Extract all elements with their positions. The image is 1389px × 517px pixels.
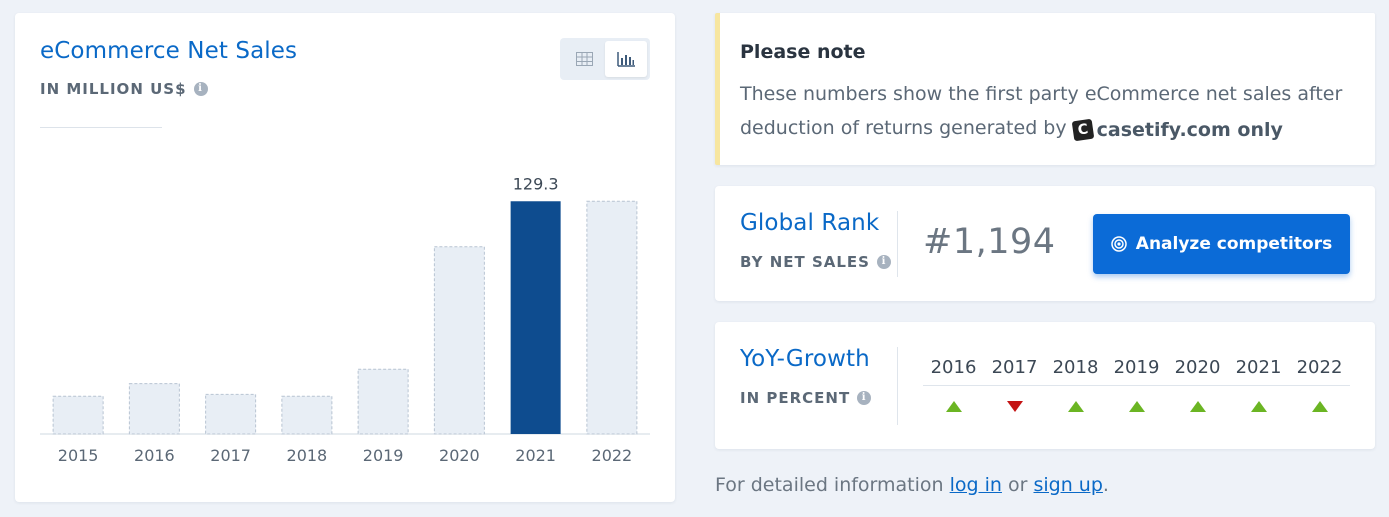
x-tick-label-2022: 2022	[592, 446, 633, 465]
triangle-up-icon	[1067, 400, 1084, 412]
bar-2021[interactable]	[510, 201, 561, 434]
x-tick-label-2015: 2015	[58, 446, 99, 465]
growth-cell-2017	[984, 400, 1045, 412]
footer-text: For detailed information log in or sign …	[715, 474, 1109, 496]
note-brand: C casetify.com only	[1071, 113, 1283, 147]
net-sales-chart: 2015 2016 2017 2018 2019 2020 2021 129.3 2022	[40, 174, 650, 465]
triangle-up-icon	[1128, 400, 1145, 412]
growth-title: YoY-Growth	[740, 346, 870, 372]
casetify-logo-icon: C	[1071, 118, 1094, 142]
bar-2016[interactable]	[128, 383, 180, 435]
growth-arrows-row	[923, 386, 1350, 426]
rank-title: Global Rank	[740, 210, 880, 236]
growth-cell-2020	[1167, 400, 1228, 412]
note-card: Please note These numbers show the first…	[715, 13, 1375, 165]
chart-title: eCommerce Net Sales	[40, 38, 298, 64]
view-toggle	[560, 38, 650, 80]
info-icon[interactable]: i	[193, 82, 208, 96]
analyze-competitors-button[interactable]: Analyze competitors	[1093, 214, 1350, 274]
rank-subtitle-text: BY NET SALES	[740, 253, 870, 271]
signup-link[interactable]: sign up	[1033, 474, 1103, 496]
bar-chart-icon	[617, 51, 635, 67]
growth-cell-2022	[1289, 400, 1350, 412]
x-tick-label-2020: 2020	[439, 446, 480, 465]
data-label-2021: 129.3	[513, 174, 559, 193]
x-tick-label-2019: 2019	[363, 446, 404, 465]
chart-subtitle: IN MILLION US$ i	[40, 80, 208, 98]
bar-2017[interactable]	[205, 393, 257, 435]
growth-year-2019: 2019	[1113, 357, 1160, 378]
note-body: These numbers show the first party eComm…	[740, 77, 1350, 147]
x-tick-label-2021: 2021	[515, 446, 556, 465]
footer-prefix: For detailed information	[715, 474, 944, 496]
rank-value: #1,194	[923, 222, 1056, 262]
growth-subtitle-text: IN PERCENT	[740, 389, 851, 407]
net-sales-card: 2015 2016 2017 2018 2019 2020 2021 129.3 2022 eC…	[15, 13, 675, 502]
info-icon[interactable]: i	[857, 391, 872, 405]
growth-cell-2021	[1228, 400, 1289, 412]
rank-divider	[897, 211, 898, 277]
title-divider	[40, 127, 162, 128]
rank-subtitle: BY NET SALES i	[740, 253, 891, 271]
x-tick-label-2016: 2016	[134, 446, 175, 465]
growth-cell-2018	[1045, 400, 1106, 412]
triangle-up-icon	[945, 400, 962, 412]
growth-cell-2016	[923, 400, 984, 412]
triangle-up-icon	[1250, 400, 1267, 412]
chart-view-button[interactable]	[605, 41, 647, 77]
growth-year-2020: 2020	[1174, 357, 1221, 378]
bar-2019[interactable]	[357, 368, 409, 435]
chart-subtitle-text: IN MILLION US$	[40, 80, 187, 98]
growth-year-2017: 2017	[991, 357, 1038, 378]
yoy-growth-card: YoY-Growth IN PERCENT i 2016 2017 2018 2019…	[715, 322, 1375, 449]
table-icon	[575, 52, 593, 66]
target-icon	[1111, 236, 1127, 252]
triangle-up-icon	[1311, 400, 1328, 412]
triangle-down-icon	[1006, 400, 1023, 412]
bar-2022[interactable]	[586, 200, 638, 435]
global-rank-card: Global Rank BY NET SALES i #1,194 Analyz…	[715, 186, 1375, 301]
x-tick-label-2018: 2018	[287, 446, 328, 465]
growth-year-2016: 2016	[930, 357, 977, 378]
footer-suffix: .	[1102, 474, 1109, 496]
login-link[interactable]: log in	[949, 474, 1002, 496]
growth-subtitle: IN PERCENT i	[740, 389, 872, 407]
table-view-button[interactable]	[563, 41, 605, 77]
growth-cell-2019	[1106, 400, 1167, 412]
growth-year-2021: 2021	[1235, 357, 1282, 378]
growth-table: 2016 2017 2018 2019 2020 2021 2022	[923, 350, 1350, 426]
growth-years-row: 2016 2017 2018 2019 2020 2021 2022	[923, 350, 1350, 386]
note-body-text: These numbers show the first party eComm…	[740, 83, 1343, 139]
note-brand-text: casetify.com only	[1096, 119, 1283, 141]
bar-2018[interactable]	[281, 395, 333, 435]
analyze-competitors-label: Analyze competitors	[1135, 234, 1333, 254]
footer-middle: or	[1008, 474, 1028, 496]
growth-year-2022: 2022	[1296, 357, 1343, 378]
growth-divider	[897, 347, 898, 425]
growth-year-2018: 2018	[1052, 357, 1099, 378]
note-title: Please note	[740, 41, 866, 63]
bar-2020[interactable]	[433, 246, 485, 435]
info-icon[interactable]: i	[876, 255, 891, 269]
bar-2015[interactable]	[52, 395, 104, 435]
triangle-up-icon	[1189, 400, 1206, 412]
x-tick-label-2017: 2017	[210, 446, 251, 465]
